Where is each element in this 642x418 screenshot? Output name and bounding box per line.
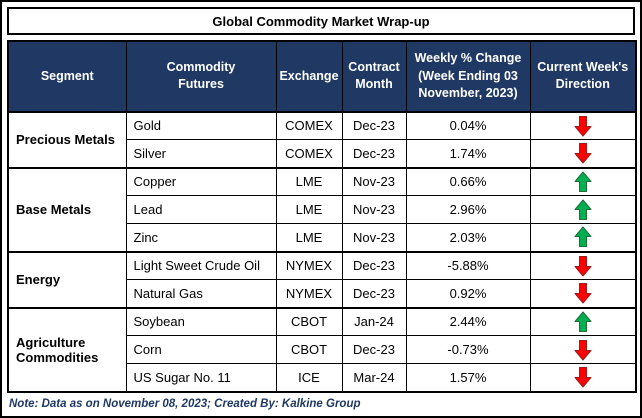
table-row: Energy Light Sweet Crude Oil NYMEX Dec-23 -5… [7, 250, 637, 308]
segment-cell: Precious Metals [7, 110, 127, 168]
weekly-change-cell: -5.88% [405, 250, 531, 280]
commodity-cell: Corn [125, 335, 277, 364]
contract-month-cell: Nov-23 [341, 195, 407, 224]
commodity-cell: Natural Gas [125, 279, 277, 308]
contract-month-cell: Dec-23 [341, 335, 407, 364]
commodity-cell: US Sugar No. 11 [125, 363, 277, 392]
commodity-cell: Copper [125, 166, 277, 196]
page-title: Global Commodity Market Wrap-up [7, 7, 635, 35]
col-header-weekly-change: Weekly % Change (Week Ending 03 November… [405, 40, 531, 113]
down-arrow-icon [531, 142, 636, 164]
contract-month-cell: Nov-23 [341, 223, 407, 252]
direction-cell [529, 250, 637, 280]
table-row: Corn CBOT Dec-23 -0.73% [8, 335, 637, 364]
weekly-change-cell: 0.04% [405, 110, 531, 140]
col-header-direction: Current Week's Direction [529, 40, 637, 113]
down-arrow-icon [531, 282, 636, 304]
table-row: Base Metals Copper LME Nov-23 0.66% [7, 166, 637, 252]
contract-month-cell: Jan-24 [341, 306, 407, 336]
up-arrow-icon [531, 226, 636, 248]
table-row: Natural Gas NYMEX Dec-23 0.92% [8, 279, 637, 308]
table-row: Lead LME Nov-23 2.96% [8, 195, 637, 224]
table-row: Zinc LME Nov-23 2.03% [8, 223, 637, 252]
exchange-cell: COMEX [275, 139, 343, 168]
up-arrow-icon [531, 199, 636, 221]
table-row: Precious Metals Gold COMEX Dec-23 0.04% [7, 110, 637, 168]
exchange-cell: NYMEX [275, 279, 343, 308]
commodity-cell: Soybean [125, 306, 277, 336]
exchange-cell: LME [275, 223, 343, 252]
weekly-change-cell: 2.96% [405, 195, 531, 224]
segment-cell: Agriculture Commodities [7, 306, 127, 392]
col-header-exchange: Exchange [275, 40, 343, 113]
contract-month-cell: Nov-23 [341, 166, 407, 196]
contract-month-cell: Dec-23 [341, 279, 407, 308]
direction-cell [529, 166, 637, 196]
weekly-change-cell: 2.03% [405, 223, 531, 252]
table-row: Silver COMEX Dec-23 1.74% [8, 139, 637, 168]
exchange-cell: LME [275, 166, 343, 196]
exchange-cell: NYMEX [275, 250, 343, 280]
exchange-cell: ICE [275, 363, 343, 392]
down-arrow-icon [531, 255, 636, 277]
direction-cell [529, 335, 637, 364]
direction-cell [529, 306, 637, 336]
weekly-change-cell: 2.44% [405, 306, 531, 336]
commodity-cell: Silver [125, 139, 277, 168]
down-arrow-icon [531, 115, 636, 137]
weekly-change-cell: -0.73% [405, 335, 531, 364]
direction-cell [529, 139, 637, 168]
up-arrow-icon [531, 311, 636, 333]
contract-month-cell: Dec-23 [341, 110, 407, 140]
weekly-change-cell: 1.74% [405, 139, 531, 168]
segment-cell: Base Metals [7, 166, 127, 252]
commodity-table: Segment Commodity Futures Exchange Contr… [7, 40, 637, 393]
weekly-change-cell: 0.66% [405, 166, 531, 196]
commodity-cell: Zinc [125, 223, 277, 252]
weekly-change-cell: 0.92% [405, 279, 531, 308]
col-header-contract-month: Contract Month [341, 40, 407, 113]
direction-cell [529, 279, 637, 308]
direction-cell [529, 363, 637, 392]
exchange-cell: COMEX [275, 110, 343, 140]
direction-cell [529, 223, 637, 252]
commodity-cell: Lead [125, 195, 277, 224]
table-row: Agriculture Commodities Soybean CBOT Jan-24… [7, 306, 637, 392]
contract-month-cell: Dec-23 [341, 250, 407, 280]
contract-month-cell: Dec-23 [341, 139, 407, 168]
col-header-commodity-futures: Commodity Futures [125, 40, 277, 113]
col-header-segment: Segment [7, 40, 127, 113]
direction-cell [529, 195, 637, 224]
commodity-cell: Light Sweet Crude Oil [125, 250, 277, 280]
direction-cell [529, 110, 637, 140]
table-row: US Sugar No. 11 ICE Mar-24 1.57% [8, 363, 637, 392]
up-arrow-icon [531, 171, 636, 193]
exchange-cell: CBOT [275, 306, 343, 336]
table-body: Precious Metals Gold COMEX Dec-23 0.04% Silve… [7, 110, 637, 392]
contract-month-cell: Mar-24 [341, 363, 407, 392]
commodity-cell: Gold [125, 110, 277, 140]
segment-cell: Energy [7, 250, 127, 308]
down-arrow-icon [531, 339, 636, 361]
weekly-change-cell: 1.57% [405, 363, 531, 392]
exchange-cell: LME [275, 195, 343, 224]
header-row: Segment Commodity Futures Exchange Contr… [7, 40, 637, 113]
exchange-cell: CBOT [275, 335, 343, 364]
footnote: Note: Data as on November 08, 2023; Crea… [9, 397, 361, 410]
down-arrow-icon [531, 366, 636, 388]
